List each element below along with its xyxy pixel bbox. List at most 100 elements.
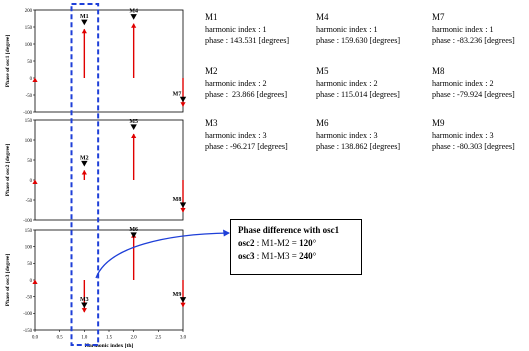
marker-triangle xyxy=(130,14,137,20)
marker-name: M1 xyxy=(205,12,218,22)
marker-phase: phase : 138.862 [degrees] xyxy=(316,142,401,151)
marker-label: M3 xyxy=(80,297,89,303)
marker-triangle xyxy=(81,19,88,26)
marker-triangle xyxy=(81,160,88,167)
marker-phase: phase : -83.236 [degrees] xyxy=(432,36,515,45)
stem-arrowhead xyxy=(81,169,87,175)
y-tick-label: -150 xyxy=(23,329,32,334)
y-tick-label: 150 xyxy=(25,119,33,124)
marker-harmonic: harmonic index : 2 xyxy=(205,78,267,88)
marker-phase: phase : 115.014 [degrees] xyxy=(316,90,400,99)
stem-arrowhead xyxy=(81,308,87,313)
stem-arrowhead xyxy=(180,302,186,308)
marker-harmonic: harmonic index : 2 xyxy=(316,78,378,88)
degree-symbol: ° xyxy=(312,238,317,248)
y-tick-label: -100 xyxy=(23,219,32,224)
marker-label: M2 xyxy=(80,155,89,161)
x-tick-label: 2.5 xyxy=(155,336,162,341)
marker-harmonic: harmonic index : 3 xyxy=(205,130,267,140)
marker-phase: phase : 23.866 [degrees] xyxy=(205,90,288,99)
marker-harmonic: harmonic index : 3 xyxy=(432,130,494,140)
y-tick-label: -100 xyxy=(23,111,32,116)
x-tick-label: 2.0 xyxy=(131,336,138,341)
stem-arrowhead xyxy=(32,279,38,284)
marker-harmonic: harmonic index : 1 xyxy=(316,24,378,34)
stem-arrowhead xyxy=(131,133,137,138)
y-axis-label: Phase of osc3 [degree] xyxy=(5,254,11,307)
y-tick-label: -50 xyxy=(26,199,33,204)
y-tick-label: 0 xyxy=(30,179,33,184)
y-tick-label: 200 xyxy=(25,9,33,14)
callout-osc3-label: osc3 xyxy=(238,251,255,261)
marker-harmonic: harmonic index : 2 xyxy=(432,78,494,88)
stem-arrowhead xyxy=(180,207,186,213)
marker-info-m3: M3 harmonic index : 3 phase : -96.217 [d… xyxy=(205,118,288,153)
marker-info-m9: M9 harmonic index : 3 phase : -80.303 [d… xyxy=(432,118,515,153)
marker-label: M5 xyxy=(129,119,138,125)
marker-info-m2: M2 harmonic index : 2 phase : 23.866 [de… xyxy=(205,66,287,101)
marker-harmonic: harmonic index : 1 xyxy=(432,24,494,34)
y-axis-label: Phase of osc1 [degree] xyxy=(5,35,11,88)
marker-info-m6: M6 harmonic index : 3 phase : 138.862 [d… xyxy=(316,118,400,153)
x-tick-label: 3.0 xyxy=(180,336,187,341)
y-tick-label: -50 xyxy=(26,94,33,99)
marker-name: M8 xyxy=(432,66,445,76)
x-axis-label: Harmonic index [th] xyxy=(85,343,134,349)
marker-phase: phase : -80.303 [degrees] xyxy=(432,142,515,151)
y-tick-label: 150 xyxy=(25,26,33,31)
callout-line-osc3: osc3 : M1-M3 = 240° xyxy=(238,250,361,263)
callout-title: Phase difference with osc1 xyxy=(238,225,340,235)
marker-info-m4: M4 harmonic index : 1 phase : 159.630 [d… xyxy=(316,12,400,47)
y-tick-label: 50 xyxy=(27,159,32,164)
harmonic-1-highlight-box xyxy=(70,3,100,346)
marker-label: M4 xyxy=(129,9,138,15)
y-tick-label: 100 xyxy=(25,245,33,250)
phase-plots: 200 150 100 50 0 -50 -100 Phase of osc1 [degree… xyxy=(5,3,187,349)
marker-label: M1 xyxy=(80,14,89,20)
stem-arrowhead xyxy=(32,179,38,184)
x-tick-label: 0.5 xyxy=(57,336,64,341)
x-tick-label: 1.5 xyxy=(106,336,113,341)
marker-name: M2 xyxy=(205,66,218,76)
callout-osc3-expr: : M1-M3 = xyxy=(254,251,300,261)
marker-phase: phase : -96.217 [degrees] xyxy=(205,142,288,151)
y-axis-label: Phase of osc2 [degree] xyxy=(5,144,11,197)
degree-symbol: ° xyxy=(312,251,317,261)
marker-name: M9 xyxy=(432,118,445,128)
marker-name: M3 xyxy=(205,118,218,128)
y-tick-label: 100 xyxy=(25,43,33,48)
marker-triangle xyxy=(81,302,88,309)
marker-name: M5 xyxy=(316,66,329,76)
marker-label: M8 xyxy=(173,197,182,203)
marker-phase: phase : -79.924 [degrees] xyxy=(432,90,515,99)
y-tick-label: 0 xyxy=(30,77,33,82)
y-tick-label: 150 xyxy=(25,229,33,234)
y-tick-label: -100 xyxy=(23,312,32,317)
marker-info-m1: M1 harmonic index : 1 phase : 143.531 [d… xyxy=(205,12,289,47)
x-tick-label: 1.0 xyxy=(81,336,88,341)
phase-difference-callout: Phase difference with osc1 osc2 : M1-M2 … xyxy=(230,219,362,275)
callout-line-osc2: osc2 : M1-M2 = 120° xyxy=(238,237,361,250)
marker-info-m7: M7 harmonic index : 1 phase : -83.236 [d… xyxy=(432,12,515,47)
callout-osc2-label: osc2 xyxy=(238,238,255,248)
stem-arrowhead xyxy=(81,28,87,34)
callout-osc2-expr: : M1-M2 = xyxy=(254,238,300,248)
y-tick-label: -50 xyxy=(26,295,33,300)
marker-triangle xyxy=(179,96,187,103)
marker-harmonic: harmonic index : 1 xyxy=(205,24,267,34)
marker-info-m5: M5 harmonic index : 2 phase : 115.014 [d… xyxy=(316,66,400,101)
stem-arrowhead xyxy=(32,77,38,82)
marker-name: M4 xyxy=(316,12,329,22)
marker-triangle xyxy=(179,202,187,208)
y-tick-label: 0 xyxy=(30,279,33,284)
marker-triangle xyxy=(130,124,137,130)
callout-osc2-value: 120 xyxy=(299,238,313,248)
stem-arrowhead xyxy=(131,23,137,28)
marker-phase: phase : 159.630 [degrees] xyxy=(316,36,401,45)
marker-info-m8: M8 harmonic index : 2 phase : -79.924 [d… xyxy=(432,66,515,101)
marker-harmonic: harmonic index : 3 xyxy=(316,130,378,140)
marker-label: M7 xyxy=(173,91,182,97)
plot-frame xyxy=(34,9,184,113)
plot-frame xyxy=(34,229,184,331)
